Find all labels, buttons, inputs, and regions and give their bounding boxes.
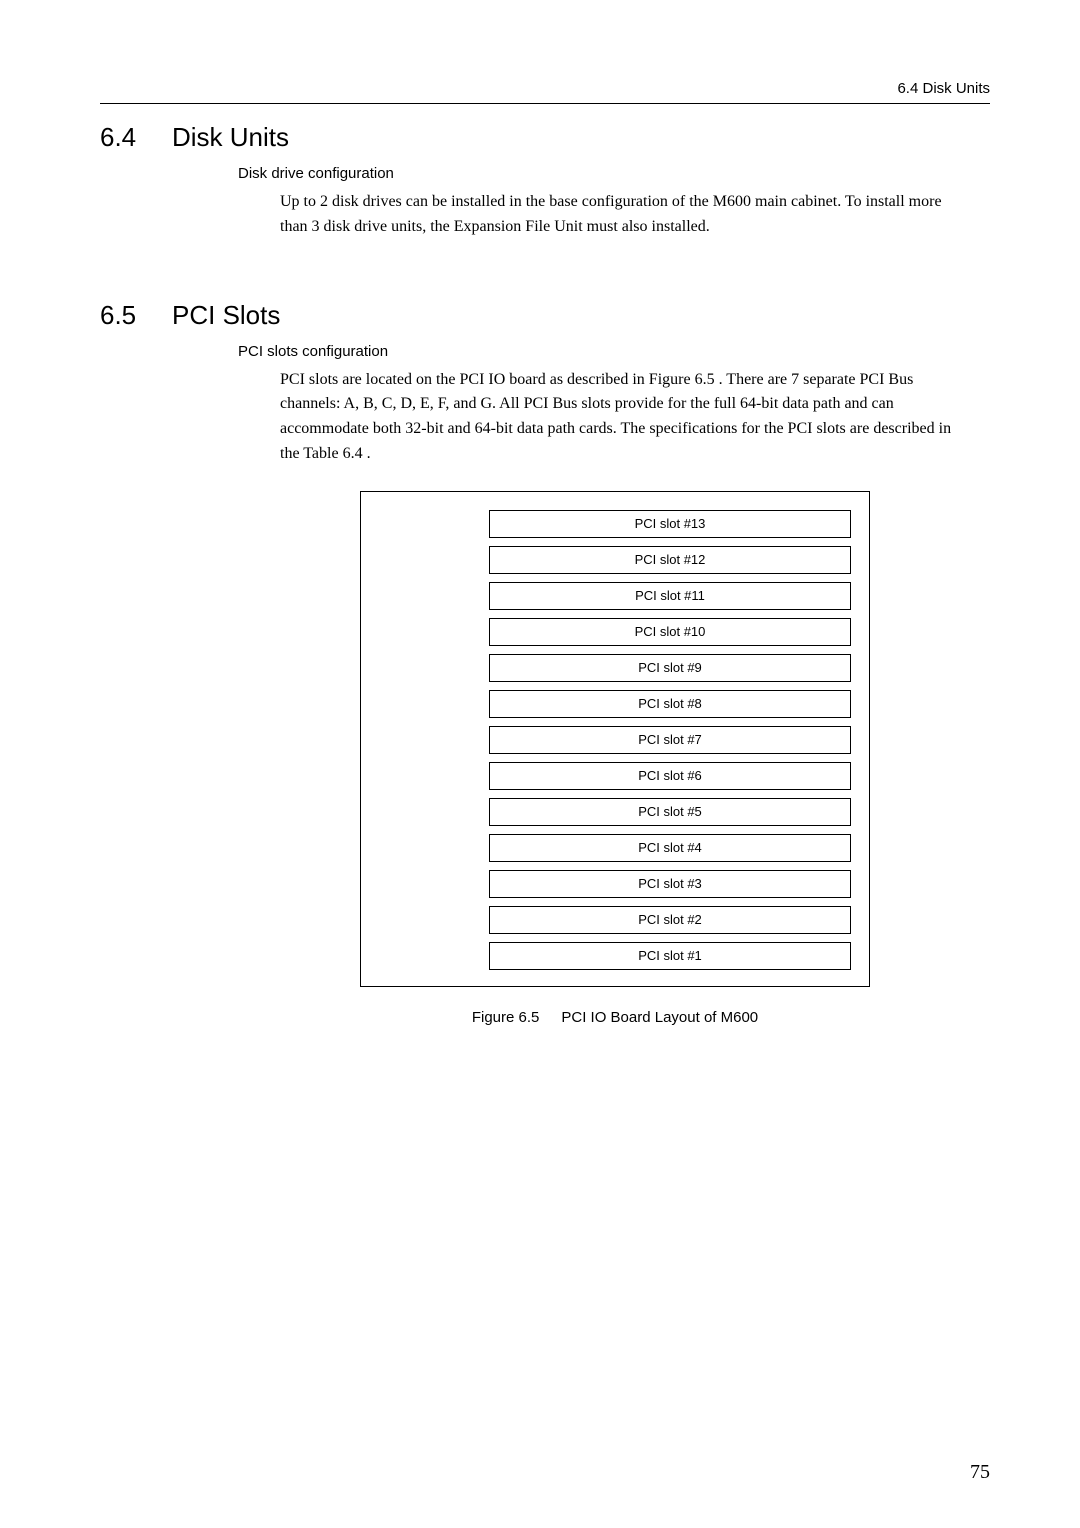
- page: 6.4 Disk Units 6.4 Disk Units Disk drive…: [0, 0, 1080, 1528]
- page-number: 75: [970, 1461, 990, 1484]
- pci-slot: PCI slot #7: [489, 726, 851, 754]
- section-number: 6.4: [100, 122, 148, 153]
- top-rule: [100, 103, 990, 104]
- section-heading-disk-units: 6.4 Disk Units: [100, 122, 990, 153]
- pci-slot: PCI slot #6: [489, 762, 851, 790]
- para-disk-drives: Up to 2 disk drives can be installed in …: [280, 190, 970, 240]
- running-head: 6.4 Disk Units: [100, 80, 990, 97]
- pci-slot: PCI slot #4: [489, 834, 851, 862]
- pci-slot: PCI slot #13: [489, 510, 851, 538]
- pci-slot: PCI slot #8: [489, 690, 851, 718]
- board-outline: PCI slot #13 PCI slot #12 PCI slot #11 P…: [360, 491, 870, 987]
- pci-slot: PCI slot #3: [489, 870, 851, 898]
- pci-slot: PCI slot #5: [489, 798, 851, 826]
- section-title: PCI Slots: [172, 300, 280, 331]
- pci-slot: PCI slot #2: [489, 906, 851, 934]
- para-pci-slots: PCI slots are located on the PCI IO boar…: [280, 368, 970, 467]
- pci-slot: PCI slot #9: [489, 654, 851, 682]
- pci-slot: PCI slot #1: [489, 942, 851, 970]
- pci-slot: PCI slot #12: [489, 546, 851, 574]
- subheading-disk-drive-config: Disk drive configuration: [238, 165, 990, 182]
- figure-title: PCI IO Board Layout of M600: [561, 1009, 758, 1026]
- figure-number: Figure 6.5: [472, 1009, 540, 1026]
- pci-slot: PCI slot #10: [489, 618, 851, 646]
- subheading-pci-config: PCI slots configuration: [238, 343, 990, 360]
- figure-caption: Figure 6.5 PCI IO Board Layout of M600: [360, 1009, 870, 1026]
- figure-pci-io-board: PCI slot #13 PCI slot #12 PCI slot #11 P…: [360, 491, 870, 1026]
- pci-slot: PCI slot #11: [489, 582, 851, 610]
- section-title: Disk Units: [172, 122, 289, 153]
- section-number: 6.5: [100, 300, 148, 331]
- section-heading-pci-slots: 6.5 PCI Slots: [100, 300, 990, 331]
